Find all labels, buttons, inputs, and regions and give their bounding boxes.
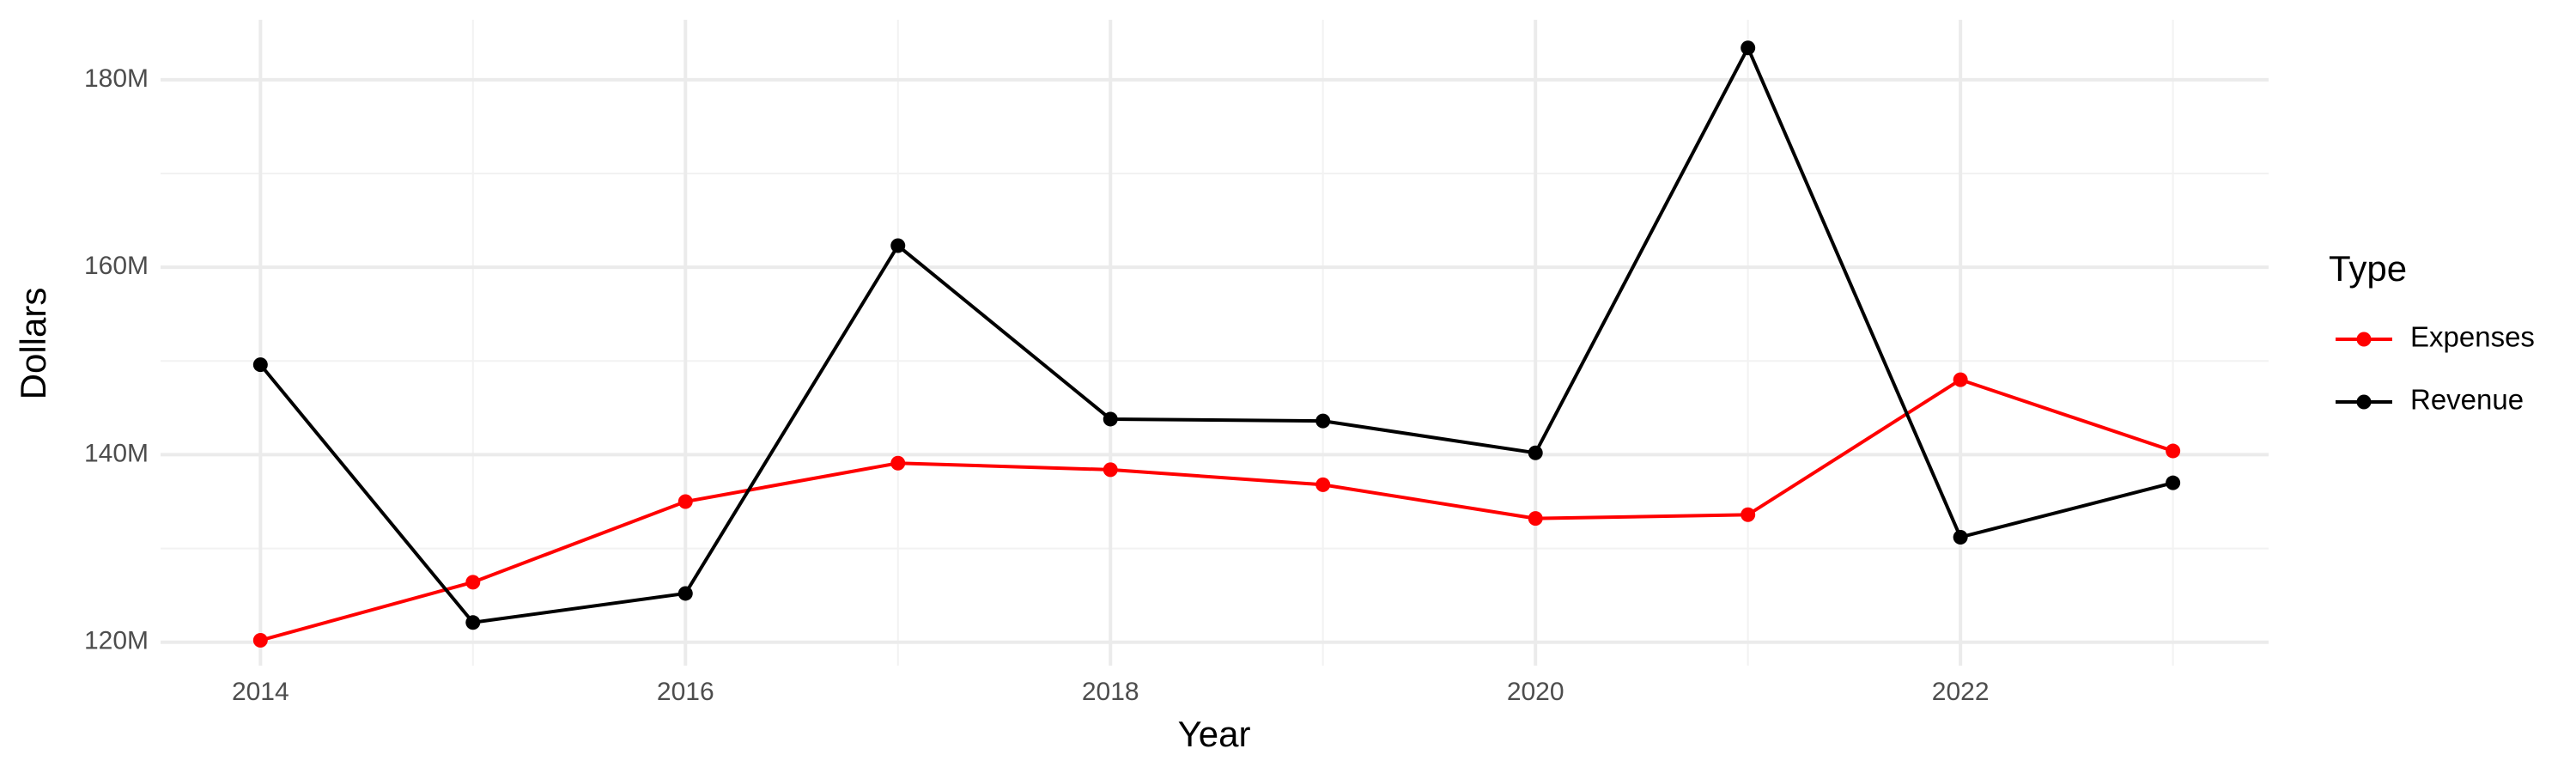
legend-title: Type xyxy=(2329,248,2407,289)
y-tick-label: 140M xyxy=(84,439,149,467)
legend-label: Revenue xyxy=(2410,384,2524,416)
data-point xyxy=(1953,529,1968,545)
legend-key-point xyxy=(2356,394,2372,410)
data-point xyxy=(2166,475,2181,490)
data-point xyxy=(465,575,481,590)
legend-label: Expenses xyxy=(2410,321,2535,353)
data-point xyxy=(1741,40,1756,56)
y-tick-label: 160M xyxy=(84,252,149,280)
data-point xyxy=(1953,372,1968,387)
grid xyxy=(161,20,2269,666)
data-point xyxy=(252,633,268,648)
x-tick-label: 2016 xyxy=(657,678,714,706)
data-point xyxy=(677,586,693,601)
y-axis-title: Dollars xyxy=(13,288,53,400)
data-point xyxy=(677,494,693,509)
x-tick-label: 2014 xyxy=(232,678,289,706)
data-point xyxy=(1103,411,1118,427)
data-point xyxy=(2166,443,2181,459)
data-point xyxy=(1528,511,1543,526)
data-point xyxy=(465,615,481,630)
data-point xyxy=(1315,413,1331,429)
x-tick-label: 2018 xyxy=(1082,678,1139,706)
y-tick-label: 180M xyxy=(84,64,149,93)
x-tick-label: 2022 xyxy=(1932,678,1990,706)
data-point xyxy=(1528,445,1543,460)
x-tick-label: 2020 xyxy=(1507,678,1564,706)
series-line xyxy=(259,377,2174,642)
data-point xyxy=(890,238,906,253)
data-point xyxy=(252,357,268,373)
y-tick-label: 120M xyxy=(84,627,149,655)
data-point xyxy=(1103,462,1118,478)
data-point xyxy=(1315,477,1331,492)
series-line xyxy=(258,44,2174,624)
x-axis-title: Year xyxy=(1178,714,1251,754)
data-point xyxy=(1741,507,1756,522)
data-point xyxy=(890,455,906,471)
legend-key-point xyxy=(2356,332,2372,347)
